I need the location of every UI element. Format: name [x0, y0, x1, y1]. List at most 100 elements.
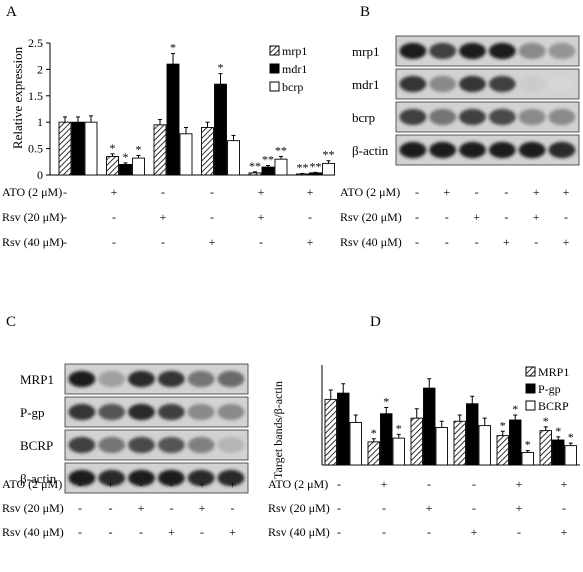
bar — [466, 403, 479, 466]
significance-star: ** — [275, 144, 287, 158]
legend-label: BCRP — [538, 399, 569, 413]
blot-band — [399, 141, 427, 159]
bar — [153, 124, 167, 176]
blot-band — [217, 370, 245, 388]
blot-band — [128, 370, 155, 388]
treatment-mark: + — [381, 477, 388, 491]
bar — [392, 437, 405, 466]
panel-c-letter: C — [6, 314, 16, 330]
treatment-label: ATO (2 μM) — [268, 477, 328, 491]
treatment-mark: - — [63, 185, 67, 199]
treatment-mark: - — [78, 501, 82, 515]
blot-band — [68, 469, 96, 487]
blot-band — [548, 75, 576, 93]
treatment-mark: + — [503, 235, 510, 249]
significance-star: * — [383, 395, 389, 409]
panel-d-axes — [321, 365, 580, 466]
treatment-mark: - — [161, 235, 165, 249]
treatment-mark: + — [160, 210, 167, 224]
blot-band — [217, 403, 245, 421]
treatment-mark: - — [200, 525, 204, 539]
blot-band — [68, 370, 96, 388]
blot-band — [488, 75, 516, 93]
blot-band — [187, 436, 215, 454]
blot-band — [488, 42, 516, 60]
bar — [380, 413, 393, 466]
bar — [496, 435, 509, 466]
y-tick-label: 2.5 — [28, 36, 43, 50]
treatment-label: Rsv (20 μM) — [2, 210, 64, 224]
treatment-mark: - — [170, 501, 174, 515]
blot-band — [459, 75, 486, 93]
treatment-mark: - — [63, 235, 67, 249]
treatment-mark: + — [426, 501, 433, 515]
bar — [201, 127, 214, 176]
treatment-mark: - — [427, 477, 431, 491]
bar — [106, 156, 119, 176]
treatment-mark: + — [229, 477, 236, 491]
treatment-mark: - — [78, 525, 82, 539]
blot-band — [68, 436, 96, 454]
treatment-mark: + — [516, 501, 523, 515]
legend-label: mdr1 — [282, 62, 307, 76]
treatment-mark: - — [517, 525, 521, 539]
bar — [453, 420, 466, 466]
bar — [261, 166, 275, 176]
significance-star: * — [371, 426, 377, 440]
blot-band — [217, 469, 245, 487]
treatment-mark: + — [561, 525, 568, 539]
treatment-mark: - — [562, 501, 566, 515]
treatment-label: Rsv (40 μM) — [2, 235, 64, 249]
blot-band — [98, 403, 126, 421]
legend-label: mrp1 — [282, 44, 307, 58]
legend-swatch — [525, 366, 536, 377]
treatment-mark: - — [161, 185, 165, 199]
significance-star: * — [525, 438, 531, 452]
blot-band — [68, 403, 96, 421]
treatment-mark: + — [307, 185, 314, 199]
treatment-mark: - — [427, 525, 431, 539]
blot-band — [157, 436, 185, 454]
treatment-mark: - — [139, 477, 143, 491]
y-tick-label: 2 — [37, 62, 43, 76]
blot-band — [217, 436, 245, 454]
bar — [248, 172, 262, 176]
treatment-mark: - — [475, 185, 479, 199]
treatment-mark: - — [445, 235, 449, 249]
treatment-mark: + — [111, 185, 118, 199]
treatment-mark: + — [471, 525, 478, 539]
blot-band — [459, 42, 486, 60]
blot-row-label: mdr1 — [352, 77, 379, 92]
treatment-mark: - — [78, 477, 82, 491]
y-tick-label: 1 — [37, 115, 43, 129]
blot-band — [518, 141, 546, 159]
blot-band — [187, 469, 215, 487]
treatment-mark: + — [258, 210, 265, 224]
panel-a-bars: ******* ****** **** — [58, 41, 335, 176]
blot-band — [157, 370, 185, 388]
treatment-mark: - — [170, 477, 174, 491]
treatment-mark: - — [382, 525, 386, 539]
y-tick-label: 1.5 — [28, 89, 43, 103]
treatment-mark: - — [475, 235, 479, 249]
panel-b-letter: B — [360, 4, 370, 20]
significance-star: * — [123, 150, 129, 164]
significance-star: ** — [249, 159, 261, 173]
treatment-mark: - — [337, 525, 341, 539]
significance-star: ** — [310, 159, 322, 173]
panel-d-legend: MRP1 P-gp BCRP — [525, 365, 569, 413]
legend-swatch — [525, 383, 536, 394]
legend-swatch — [269, 81, 280, 92]
panel-c-blot: MRP1 P-gp BCRP β-actin ATO (2 μM) - + - - + + Rsv … — [2, 363, 249, 539]
blot-row-label: mrp1 — [352, 44, 379, 59]
treatment-mark: - — [210, 210, 214, 224]
legend-label: MRP1 — [538, 365, 569, 379]
treatment-mark: + — [533, 210, 540, 224]
panel-a-letter: A — [6, 4, 17, 20]
y-tick-label: 0.5 — [28, 142, 43, 156]
significance-star: * — [555, 424, 561, 438]
blot-band — [187, 370, 215, 388]
bar — [322, 162, 335, 176]
panel-c-treatment-table: ATO (2 μM) - + - - + +Rsv (20 μM) - - + - + -Rsv (40… — [2, 477, 236, 539]
blot-row-label: P-gp — [20, 405, 45, 420]
